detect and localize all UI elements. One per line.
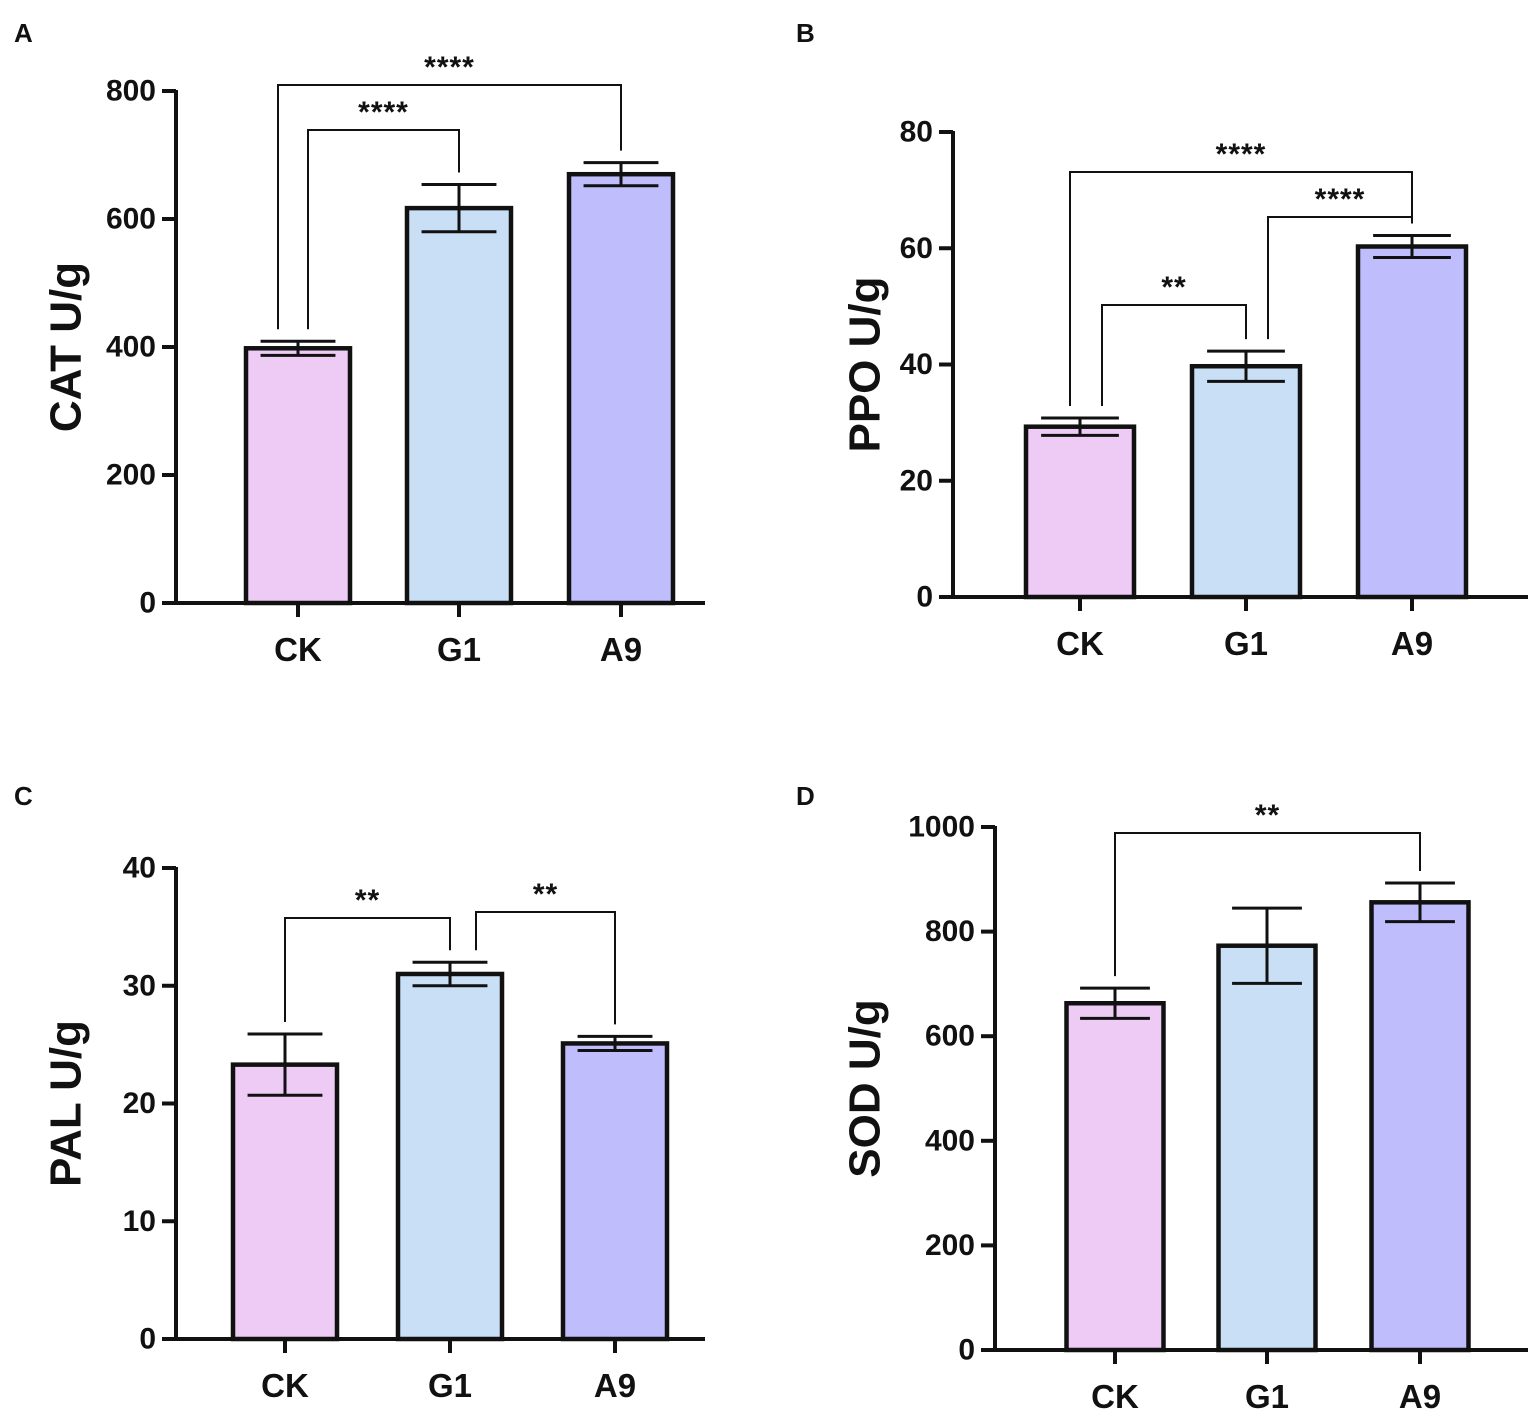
panel-letter: C — [14, 781, 33, 811]
x-tick-label-a9: A9 — [600, 631, 642, 668]
y-tick-label: 200 — [106, 459, 156, 492]
significance-label: **** — [1315, 183, 1366, 216]
y-tick-label: 0 — [916, 581, 933, 614]
significance-label: ** — [533, 878, 558, 911]
y-axis-title: PAL U/g — [42, 1020, 91, 1187]
panel-letter: D — [796, 781, 815, 811]
significance-label: ** — [355, 884, 380, 917]
error-bar-g1 — [1207, 349, 1285, 383]
error-bar-a9 — [1373, 233, 1451, 260]
y-tick-label: 20 — [900, 464, 933, 497]
significance-bracket — [307, 129, 460, 330]
y-tick-label: 40 — [123, 852, 156, 885]
x-tick-label-a9: A9 — [594, 1367, 636, 1404]
y-axis-title: SOD U/g — [841, 999, 890, 1177]
x-tick-label-a9: A9 — [1391, 625, 1433, 662]
significance-bracket — [284, 917, 451, 1023]
significance-bracket — [277, 84, 622, 330]
error-bar-ck — [247, 1032, 323, 1097]
error-bar-a9 — [577, 1034, 653, 1053]
y-tick-label: 400 — [925, 1124, 975, 1157]
error-bar-g1 — [1232, 906, 1302, 985]
significance-label: **** — [358, 96, 409, 129]
bar-ck — [1064, 1001, 1166, 1353]
bar-a9 — [566, 171, 676, 606]
significance-bracket — [475, 911, 616, 1025]
error-bar-ck — [260, 339, 336, 357]
y-tick-label: 1000 — [908, 811, 975, 844]
x-tick-label-g1: G1 — [428, 1367, 472, 1404]
bar-a9 — [1355, 244, 1469, 600]
bar-g1 — [404, 205, 514, 606]
significance-bracket — [1069, 171, 1413, 406]
panel-c: C PAL U/g 0 10 20 30 40 CK G1 A9 ** ** — [14, 781, 705, 1404]
x-tick-label-g1: G1 — [437, 631, 481, 668]
x-tick-label-a9: A9 — [1399, 1378, 1441, 1415]
bar-ck — [230, 1062, 340, 1342]
significance-label: **** — [424, 51, 475, 84]
y-tick-label: 200 — [925, 1229, 975, 1262]
error-bar-ck — [1041, 416, 1119, 437]
x-tick-label-ck: CK — [1091, 1378, 1139, 1415]
y-axis-title: PPO U/g — [841, 276, 890, 452]
error-bar-g1 — [412, 960, 488, 988]
panel-letter: A — [14, 18, 33, 48]
bar-a9 — [1369, 900, 1471, 1353]
y-tick-label: 800 — [106, 75, 156, 108]
y-tick-label: 0 — [139, 587, 156, 620]
y-tick-label: 20 — [123, 1087, 156, 1120]
panel-d: D SOD U/g 0 200 400 600 800 1000 CK G1 A9 ** — [796, 781, 1528, 1415]
error-bar-a9 — [1385, 881, 1455, 924]
y-tick-label: 400 — [106, 331, 156, 364]
x-tick-label-g1: G1 — [1245, 1378, 1289, 1415]
error-bar-ck — [1080, 986, 1150, 1020]
error-bar-a9 — [583, 161, 659, 188]
error-bar-g1 — [421, 182, 497, 234]
significance-bracket — [1114, 832, 1421, 977]
y-tick-label: 40 — [900, 348, 933, 381]
y-tick-label: 0 — [139, 1323, 156, 1356]
y-tick-label: 800 — [925, 915, 975, 948]
y-tick-label: 30 — [123, 969, 156, 1002]
y-tick-label: 80 — [900, 116, 933, 149]
bar-g1 — [1216, 943, 1318, 1353]
bar-ck — [243, 346, 353, 606]
panel-letter: B — [796, 18, 815, 48]
y-tick-label: 600 — [925, 1020, 975, 1053]
bar-g1 — [1189, 363, 1303, 600]
significance-bracket — [1101, 304, 1247, 406]
bar-g1 — [395, 971, 505, 1342]
x-tick-label-ck: CK — [274, 631, 322, 668]
x-tick-label-ck: CK — [1056, 625, 1104, 662]
bar-a9 — [560, 1041, 670, 1342]
significance-label: ** — [1255, 799, 1280, 832]
y-tick-label: 0 — [958, 1334, 975, 1367]
y-tick-label: 600 — [106, 203, 156, 236]
x-tick-label-ck: CK — [261, 1367, 309, 1404]
y-axis-title: CAT U/g — [42, 262, 91, 432]
y-tick-label: 10 — [123, 1205, 156, 1238]
x-tick-label-g1: G1 — [1224, 625, 1268, 662]
panel-a: A CAT U/g 0 200 400 600 800 CK G1 A9 **** **** — [14, 18, 705, 668]
y-tick-label: 60 — [900, 232, 933, 265]
significance-label: ** — [1161, 271, 1186, 304]
bar-ck — [1023, 424, 1137, 600]
significance-label: **** — [1216, 138, 1267, 171]
